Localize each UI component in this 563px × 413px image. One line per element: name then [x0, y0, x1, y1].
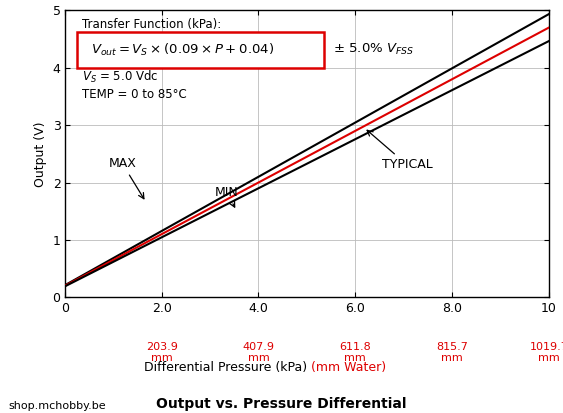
Text: 815.7
mm: 815.7 mm	[436, 342, 468, 363]
Text: Output vs. Pressure Differential: Output vs. Pressure Differential	[157, 397, 406, 411]
FancyBboxPatch shape	[77, 32, 324, 68]
Text: 407.9
mm: 407.9 mm	[243, 342, 274, 363]
Text: MIN: MIN	[215, 185, 239, 207]
Text: TEMP = 0 to 85°C: TEMP = 0 to 85°C	[82, 88, 186, 101]
Text: 1019.7
mm: 1019.7 mm	[529, 342, 563, 363]
Text: TYPICAL: TYPICAL	[367, 130, 432, 171]
Text: (mm Water): (mm Water)	[307, 361, 386, 374]
Text: 203.9
mm: 203.9 mm	[146, 342, 177, 363]
Text: shop.mchobby.be: shop.mchobby.be	[8, 401, 106, 411]
Text: MAX: MAX	[108, 157, 144, 199]
Y-axis label: Output (V): Output (V)	[34, 121, 47, 187]
Text: Differential Pressure (kPa): Differential Pressure (kPa)	[144, 361, 307, 374]
Text: $\pm\ 5.0\%\ V_{FSS}$: $\pm\ 5.0\%\ V_{FSS}$	[333, 43, 415, 57]
Text: 611.8
mm: 611.8 mm	[339, 342, 371, 363]
Text: $V_S$ = 5.0 Vdc: $V_S$ = 5.0 Vdc	[82, 69, 158, 85]
Text: Transfer Function (kPa):: Transfer Function (kPa):	[82, 17, 221, 31]
Text: $V_{out} = V_S \times (0.09 \times P + 0.04)$: $V_{out} = V_S \times (0.09 \times P + 0…	[91, 42, 275, 58]
